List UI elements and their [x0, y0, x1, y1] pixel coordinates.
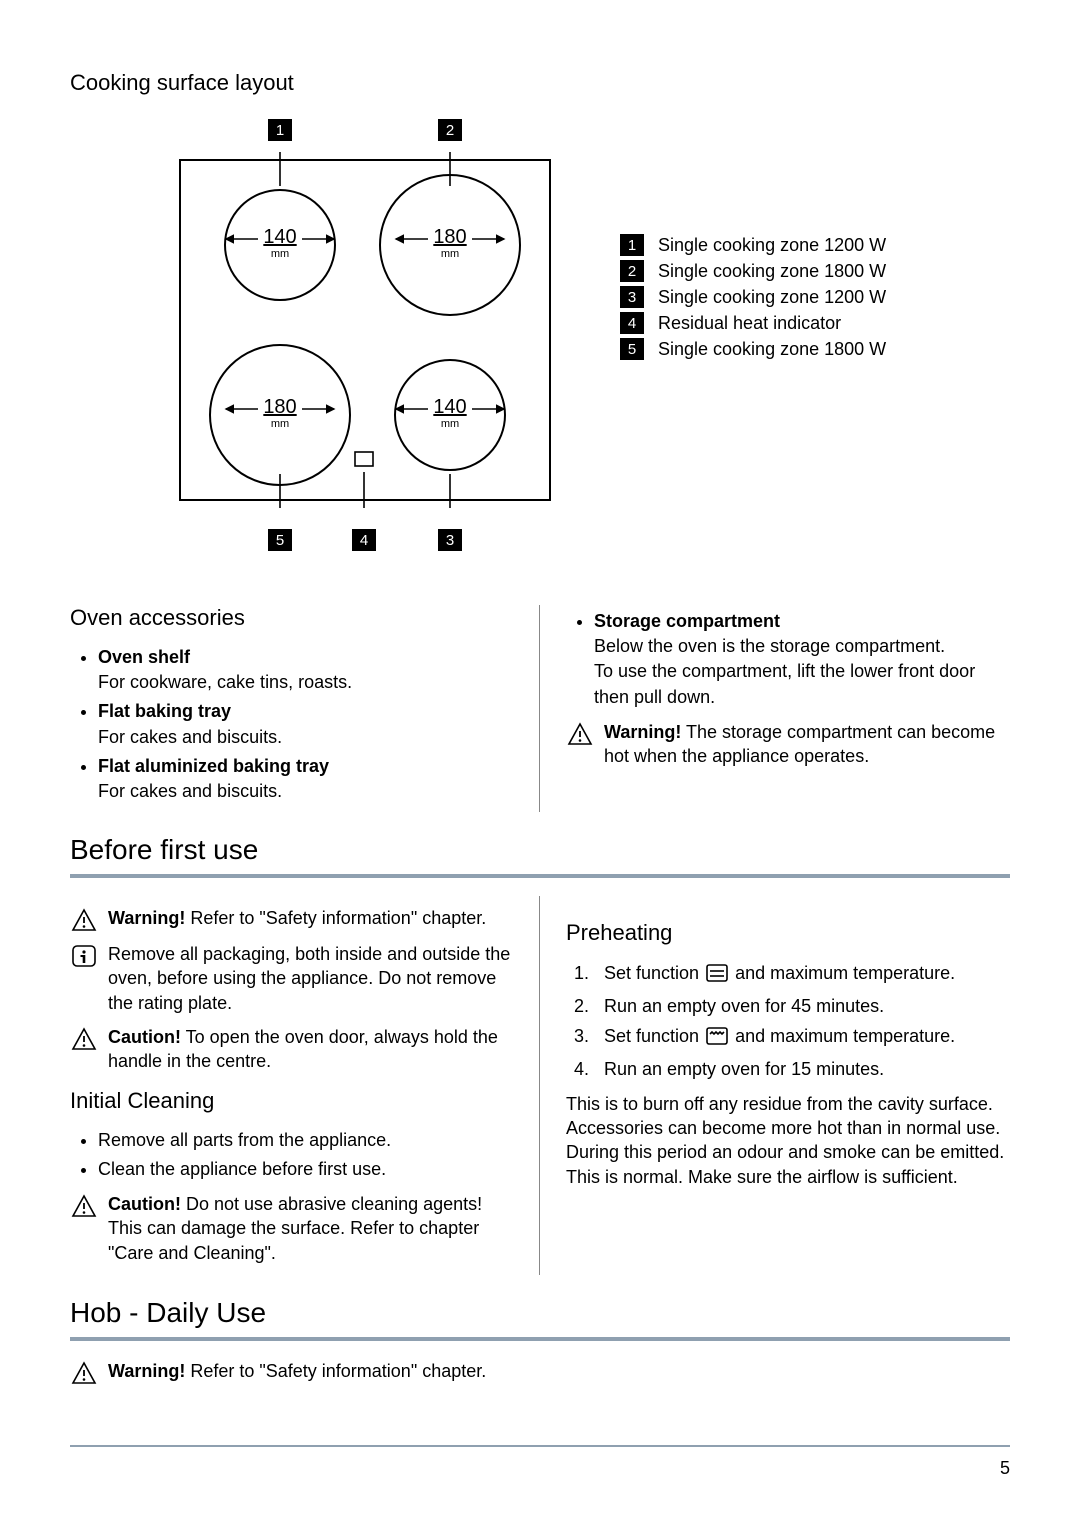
initial-cleaning-item: Clean the appliance before first use.	[98, 1157, 513, 1182]
svg-text:4: 4	[360, 532, 368, 549]
legend-number: 1	[620, 234, 644, 256]
storage-warning-note: Warning! The storage compartment can bec…	[566, 720, 1010, 769]
svg-text:2: 2	[446, 122, 454, 139]
cooking-surface-heading: Cooking surface layout	[70, 70, 1010, 96]
storage-desc-2: To use the compartment, lift the lower f…	[594, 659, 1010, 709]
warning-icon	[566, 722, 594, 746]
svg-text:140: 140	[433, 396, 466, 418]
legend-text: Single cooking zone 1200 W	[658, 287, 886, 308]
grill-function-icon	[706, 1026, 728, 1054]
warning-icon	[70, 908, 98, 932]
legend-number: 3	[620, 286, 644, 308]
svg-text:mm: mm	[441, 248, 459, 260]
hob-daily-use-heading: Hob - Daily Use	[70, 1297, 1010, 1329]
legend-number: 4	[620, 312, 644, 334]
before-first-use-heading: Before first use	[70, 834, 1010, 866]
oven-accessories-heading: Oven accessories	[70, 605, 513, 631]
bfu-caution-1: Caution! To open the oven door, always h…	[70, 1025, 513, 1074]
svg-text:3: 3	[446, 532, 454, 549]
preheating-step: Run an empty oven for 45 minutes.	[594, 993, 1010, 1021]
oven-accessory-item: Oven shelfFor cookware, cake tins, roast…	[98, 645, 513, 695]
preheating-step: Run an empty oven for 15 minutes.	[594, 1056, 1010, 1084]
storage-warning-text: Warning! The storage compartment can bec…	[604, 720, 1010, 769]
svg-text:140: 140	[263, 226, 296, 248]
svg-text:mm: mm	[441, 418, 459, 430]
legend-number: 5	[620, 338, 644, 360]
oven-accessories-list: Oven shelfFor cookware, cake tins, roast…	[70, 645, 513, 804]
svg-text:180: 180	[263, 396, 296, 418]
hob-warning-note: Warning! Refer to "Safety information" c…	[70, 1359, 540, 1385]
initial-cleaning-heading: Initial Cleaning	[70, 1088, 513, 1114]
section-rule	[70, 874, 1010, 878]
legend-text: Single cooking zone 1200 W	[658, 235, 886, 256]
section-rule	[70, 1337, 1010, 1341]
initial-cleaning-item: Remove all parts from the appliance.	[98, 1128, 513, 1153]
oven-function-icon	[706, 963, 728, 991]
info-icon	[70, 944, 98, 968]
legend-number: 2	[620, 260, 644, 282]
svg-text:5: 5	[276, 532, 284, 549]
footer-rule	[70, 1445, 1010, 1447]
legend-item: 5 Single cooking zone 1800 W	[620, 338, 1010, 360]
legend-item: 3 Single cooking zone 1200 W	[620, 286, 1010, 308]
svg-text:1: 1	[276, 122, 284, 139]
preheating-step: Set function and maximum temperature.	[594, 960, 1010, 991]
bfu-info-note: Remove all packaging, both inside and ou…	[70, 942, 513, 1015]
bfu-caution-2: Caution! Do not use abrasive cleaning ag…	[70, 1192, 513, 1265]
preheating-heading: Preheating	[566, 920, 1010, 946]
preheating-step: Set function and maximum temperature.	[594, 1023, 1010, 1054]
legend-text: Single cooking zone 1800 W	[658, 261, 886, 282]
legend-item: 1 Single cooking zone 1200 W	[620, 234, 1010, 256]
oven-accessory-item: Flat aluminized baking trayFor cakes and…	[98, 754, 513, 804]
warning-icon	[70, 1194, 98, 1218]
initial-cleaning-list: Remove all parts from the appliance. Clea…	[70, 1128, 513, 1182]
warning-icon	[70, 1027, 98, 1051]
storage-desc-1: Below the oven is the storage compartmen…	[594, 634, 1010, 659]
legend-text: Residual heat indicator	[658, 313, 841, 334]
bfu-warning-1: Warning! Refer to "Safety information" c…	[70, 906, 513, 932]
legend-text: Single cooking zone 1800 W	[658, 339, 886, 360]
cooking-surface-diagram: 140mm180mm140mm180mm12534	[160, 110, 590, 575]
preheating-list: Set function and maximum temperature.Run…	[566, 960, 1010, 1084]
svg-text:mm: mm	[271, 418, 289, 430]
oven-accessory-item: Flat baking trayFor cakes and biscuits.	[98, 699, 513, 749]
cooking-surface-legend: 1 Single cooking zone 1200 W 2 Single cooki…	[590, 110, 1010, 364]
svg-text:180: 180	[433, 226, 466, 248]
legend-item: 2 Single cooking zone 1800 W	[620, 260, 1010, 282]
legend-item: 4 Residual heat indicator	[620, 312, 1010, 334]
storage-item: Storage compartment Below the oven is th…	[594, 609, 1010, 710]
svg-text:mm: mm	[271, 248, 289, 260]
warning-icon	[70, 1361, 98, 1385]
preheating-note: This is to burn off any residue from the…	[566, 1092, 1010, 1189]
page-number: 5	[1000, 1458, 1010, 1479]
storage-title: Storage compartment	[594, 609, 1010, 634]
